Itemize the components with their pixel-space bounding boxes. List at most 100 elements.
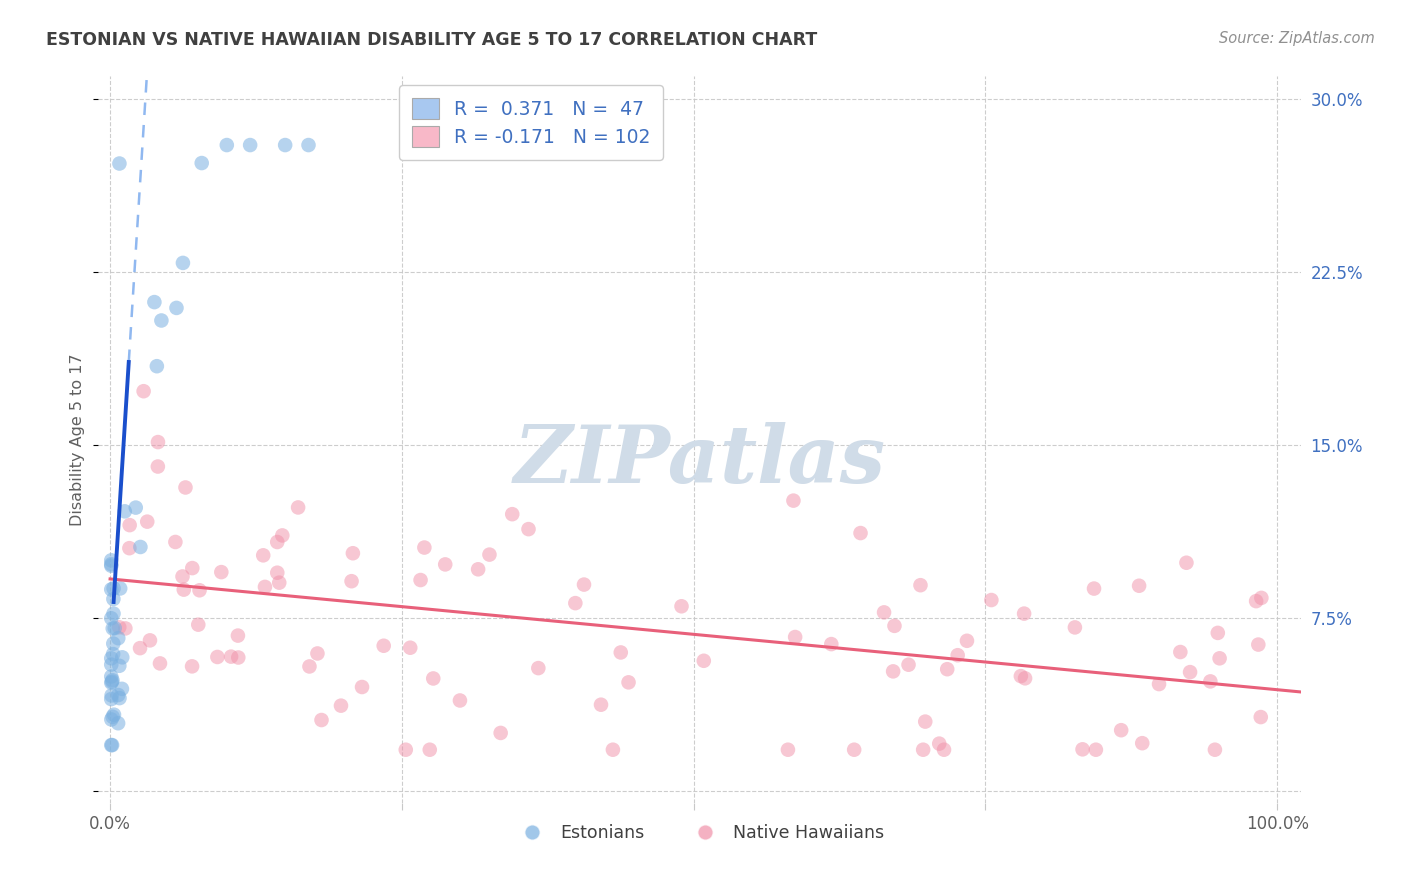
Point (108, 156, 131, 170)
Point (873, 606, 896, 620)
Point (125, 500, 148, 515)
Point (100, 669, 122, 683)
Point (395, 742, 418, 756)
Point (776, 742, 799, 756)
Point (1206, 626, 1229, 640)
Point (564, 596, 586, 610)
Point (342, 546, 364, 560)
Point (108, 582, 131, 596)
Point (928, 737, 950, 751)
Legend: Estonians, Native Hawaiians: Estonians, Native Hawaiians (508, 817, 891, 848)
Point (693, 654, 716, 668)
Point (190, 156, 212, 170)
Point (107, 716, 129, 731)
Point (910, 578, 932, 592)
Point (298, 659, 321, 673)
Point (101, 621, 124, 635)
Point (100, 553, 122, 567)
Text: ZIPatlas: ZIPatlas (513, 423, 886, 500)
Y-axis label: Disability Age 5 to 17: Disability Age 5 to 17 (70, 353, 86, 525)
Point (207, 650, 229, 665)
Point (103, 592, 125, 607)
Point (1128, 579, 1150, 593)
Point (165, 535, 187, 549)
Point (1178, 665, 1201, 679)
Point (215, 138, 238, 153)
Point (100, 689, 122, 703)
Point (478, 548, 501, 562)
Point (1170, 645, 1192, 659)
Point (399, 640, 422, 655)
Point (174, 480, 197, 494)
Point (671, 599, 693, 614)
Point (173, 582, 195, 597)
Point (589, 698, 612, 712)
Point (172, 569, 194, 583)
Point (489, 726, 512, 740)
Point (150, 313, 173, 327)
Point (266, 535, 288, 549)
Point (149, 657, 172, 671)
Point (101, 738, 124, 752)
Point (100, 713, 122, 727)
Point (103, 707, 125, 722)
Point (330, 698, 353, 713)
Point (100, 558, 122, 572)
Point (956, 633, 979, 648)
Point (1010, 669, 1032, 683)
Point (610, 645, 633, 659)
Point (1147, 677, 1170, 691)
Point (1199, 674, 1222, 689)
Point (108, 658, 131, 673)
Point (1250, 710, 1272, 724)
Point (271, 528, 294, 542)
Point (782, 493, 804, 508)
Point (936, 662, 959, 676)
Point (139, 633, 162, 648)
Point (101, 674, 124, 689)
Point (946, 648, 969, 663)
Point (209, 565, 232, 579)
Point (1175, 556, 1198, 570)
Point (118, 518, 141, 533)
Point (617, 675, 640, 690)
Point (287, 500, 309, 515)
Point (100, 738, 122, 752)
Point (100, 657, 122, 672)
Point (252, 549, 274, 563)
Point (932, 742, 955, 756)
Point (844, 742, 866, 756)
Point (108, 691, 131, 706)
Point (1071, 742, 1094, 756)
Point (111, 681, 134, 696)
Point (100, 692, 122, 706)
Point (103, 637, 125, 651)
Point (118, 541, 141, 556)
Point (107, 631, 129, 645)
Point (572, 577, 595, 591)
Point (269, 575, 291, 590)
Point (419, 742, 441, 756)
Point (311, 713, 333, 727)
Point (422, 672, 444, 686)
Point (467, 562, 489, 576)
Point (114, 504, 136, 518)
Point (413, 541, 436, 555)
Point (1084, 742, 1107, 756)
Point (111, 650, 134, 665)
Point (1204, 742, 1226, 756)
Point (239, 138, 262, 153)
Point (166, 301, 188, 315)
Point (108, 620, 131, 634)
Point (350, 680, 373, 694)
Point (1247, 638, 1270, 652)
Point (1083, 582, 1105, 596)
Point (517, 522, 540, 536)
Point (129, 641, 152, 656)
Point (136, 515, 159, 529)
Point (101, 673, 124, 688)
Point (340, 574, 363, 589)
Point (100, 611, 122, 625)
Point (219, 649, 242, 664)
Point (253, 580, 276, 594)
